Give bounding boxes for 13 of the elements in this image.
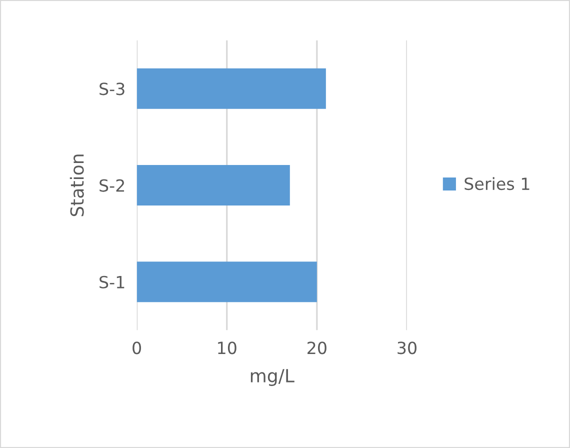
y-tick-label: S-3 xyxy=(100,82,124,96)
y-tick-label: S-1 xyxy=(100,276,124,288)
y-tick-label: S-2 xyxy=(100,179,124,192)
bar xyxy=(136,262,317,302)
bar xyxy=(136,68,326,109)
x-tick-label: 0 xyxy=(132,342,141,354)
x-axis-title: mg/L xyxy=(250,369,294,386)
x-tick-label: 30 xyxy=(398,342,416,354)
x-tick-label: 10 xyxy=(218,342,236,354)
x-tick-label: 20 xyxy=(308,342,326,354)
bar xyxy=(136,164,290,206)
y-axis-title: Station xyxy=(70,154,84,216)
legend-label: Series 1 xyxy=(464,177,530,190)
